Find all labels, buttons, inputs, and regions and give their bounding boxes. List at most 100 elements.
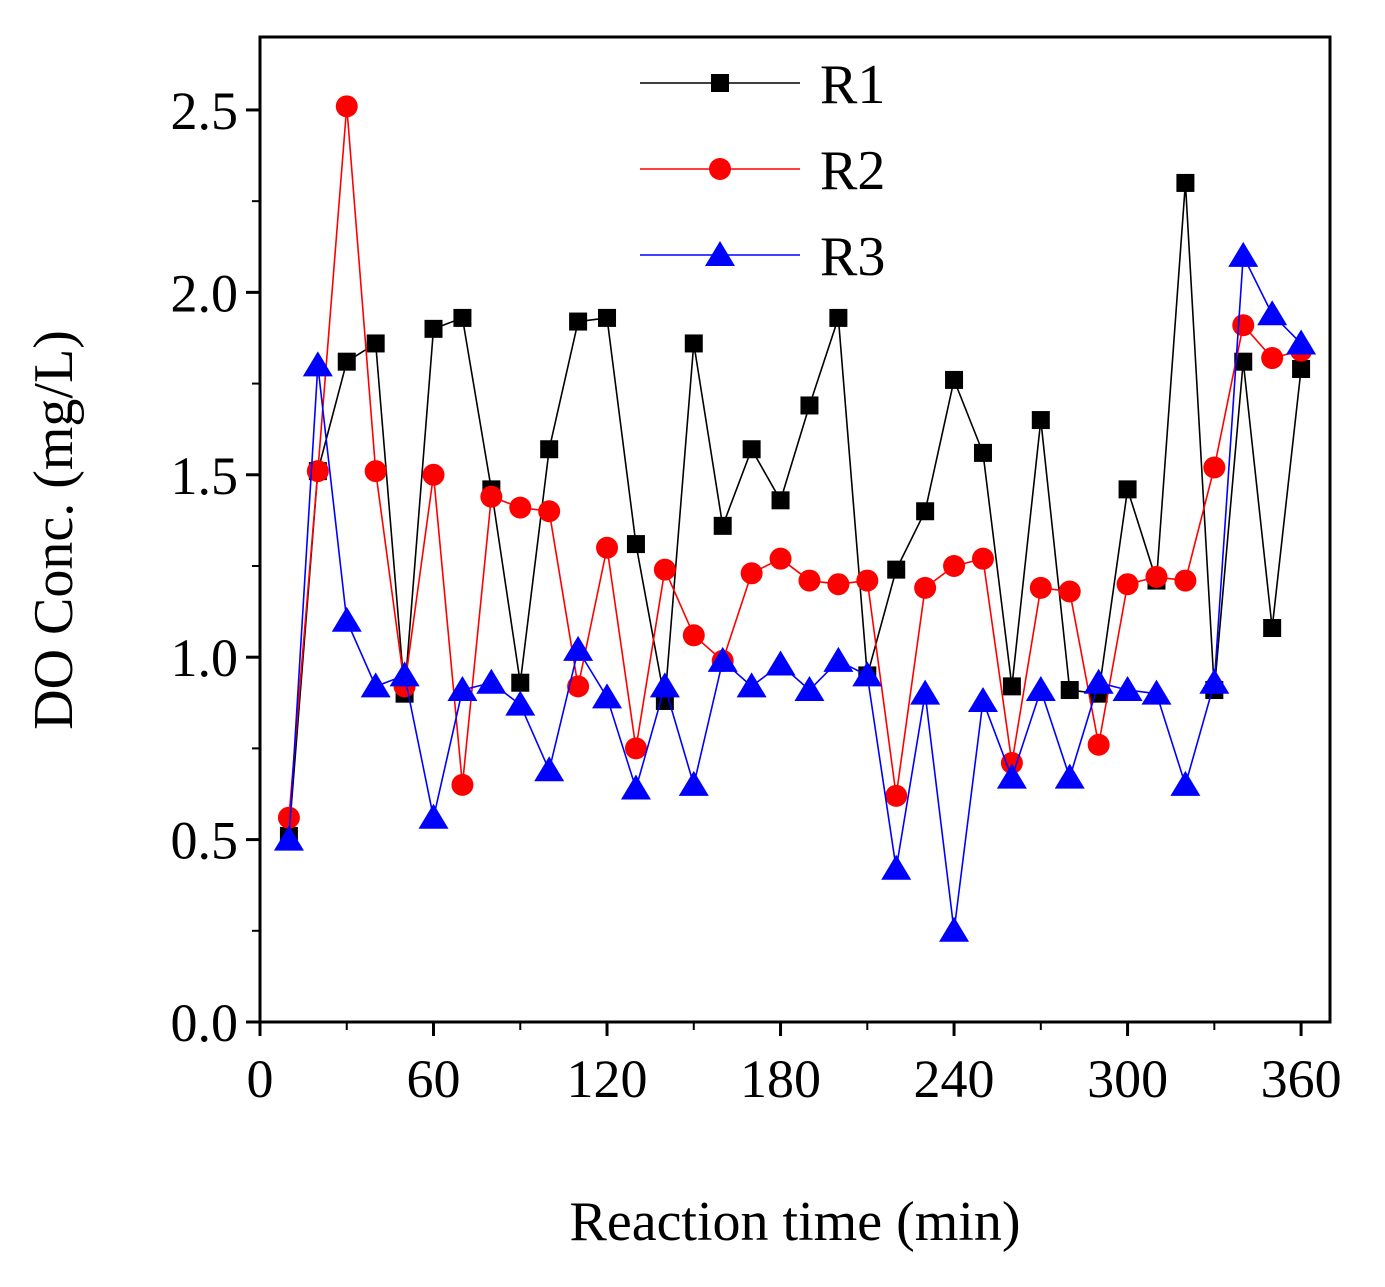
data-point-r3 <box>939 916 970 942</box>
data-point-r3 <box>852 661 883 687</box>
legend-label: R1 <box>820 54 885 116</box>
data-point-r3 <box>823 646 854 672</box>
data-point-r3 <box>1141 679 1172 705</box>
legend: R1 R2 R3 <box>640 54 885 288</box>
series-line-r3 <box>288 252 1302 931</box>
data-point-r2 <box>885 784 908 807</box>
data-point-r1 <box>1176 173 1195 192</box>
y-tick-label: 1.0 <box>171 628 239 688</box>
data-point-r3 <box>1170 770 1201 796</box>
data-point-r2 <box>509 496 532 519</box>
data-point-r1 <box>800 396 819 415</box>
data-point-r1 <box>684 334 703 353</box>
legend-item-r3: R3 <box>640 226 885 288</box>
x-axis-ticks: 0 60 120 180 240 300 360 <box>247 1022 1342 1109</box>
data-point-r3 <box>505 690 536 716</box>
data-point-r3 <box>534 756 565 782</box>
data-point-r3 <box>1228 241 1259 267</box>
data-point-r3 <box>881 854 912 880</box>
data-point-r3 <box>620 774 651 800</box>
data-point-r1 <box>626 535 645 554</box>
data-point-r2 <box>1116 573 1139 596</box>
data-point-r3 <box>1025 676 1056 702</box>
series-r3 <box>273 241 1317 942</box>
data-point-r1 <box>829 308 848 327</box>
y-axis-ticks: 0.0 0.5 1.0 1.5 2.0 2.5 <box>171 81 260 1053</box>
data-point-r1 <box>424 319 443 338</box>
data-point-r1 <box>1292 359 1311 378</box>
y-axis-label: DO Conc. (mg/L) <box>23 330 85 730</box>
data-point-r3 <box>476 668 507 694</box>
data-point-r2 <box>740 562 763 585</box>
y-tick-label: 1.5 <box>171 446 239 506</box>
data-point-r1 <box>569 312 588 331</box>
data-point-r2 <box>451 773 474 796</box>
data-point-r2 <box>943 554 966 577</box>
series-line-r2 <box>288 106 1302 818</box>
data-point-r1 <box>598 308 617 327</box>
data-point-r2 <box>335 95 358 118</box>
data-point-r1 <box>1234 352 1253 371</box>
data-point-r2 <box>827 573 850 596</box>
data-point-r1 <box>1263 619 1282 637</box>
data-point-r3 <box>1286 329 1317 355</box>
data-point-r2 <box>971 547 994 570</box>
data-point-r3 <box>1083 668 1114 694</box>
data-point-r3 <box>678 770 709 796</box>
data-point-r1 <box>973 443 992 462</box>
data-point-r2 <box>914 576 937 599</box>
data-point-r1 <box>771 491 790 510</box>
data-point-r2 <box>1145 565 1168 588</box>
y-tick-label: 2.0 <box>171 263 239 323</box>
data-point-r3 <box>736 672 767 698</box>
data-point-r2 <box>364 460 387 483</box>
y-tick-label: 2.5 <box>171 81 239 141</box>
x-tick-label: 60 <box>407 1049 461 1109</box>
data-point-r1 <box>453 308 472 327</box>
series-layer <box>273 95 1317 942</box>
data-point-r1 <box>366 334 385 353</box>
data-point-r2 <box>769 547 792 570</box>
data-point-r2 <box>596 536 619 559</box>
data-point-r2 <box>1087 733 1110 756</box>
data-point-r2 <box>422 463 445 486</box>
data-point-r1 <box>742 440 761 459</box>
data-point-r1 <box>887 560 906 579</box>
data-point-r3 <box>765 650 796 676</box>
x-tick-label: 120 <box>567 1049 648 1109</box>
x-tick-label: 0 <box>247 1049 274 1109</box>
data-point-r3 <box>273 825 304 851</box>
data-point-r3 <box>563 635 594 661</box>
data-point-r3 <box>967 686 998 712</box>
data-point-r2 <box>567 675 590 698</box>
data-point-r3 <box>1054 763 1085 789</box>
y-tick-label: 0.5 <box>171 811 239 871</box>
data-point-r1 <box>1002 677 1021 696</box>
data-point-r3 <box>360 672 391 698</box>
data-point-r3 <box>996 763 1027 789</box>
data-point-r2 <box>1058 580 1081 603</box>
data-point-r3 <box>302 351 333 377</box>
legend-item-r1: R1 <box>640 54 885 116</box>
y-tick-label: 0.0 <box>171 993 239 1053</box>
data-point-r1 <box>713 516 732 535</box>
data-point-r2 <box>624 737 647 760</box>
data-point-r3 <box>389 661 420 687</box>
data-point-r1 <box>511 673 530 692</box>
series-r2 <box>277 95 1313 829</box>
data-point-r2 <box>1261 347 1284 370</box>
data-point-r2 <box>1203 456 1226 479</box>
data-point-r3 <box>707 646 738 672</box>
data-point-r2 <box>653 558 676 581</box>
x-tick-label: 180 <box>740 1049 821 1109</box>
data-point-r1 <box>337 352 356 371</box>
data-point-r2 <box>1232 314 1255 337</box>
legend-marker <box>711 74 729 92</box>
data-point-r3 <box>1257 300 1288 326</box>
x-axis-label: Reaction time (min) <box>570 1191 1021 1253</box>
data-point-r3 <box>1112 676 1143 702</box>
data-point-r1 <box>1031 411 1050 430</box>
x-tick-label: 240 <box>914 1049 995 1109</box>
data-point-r3 <box>1199 668 1230 694</box>
